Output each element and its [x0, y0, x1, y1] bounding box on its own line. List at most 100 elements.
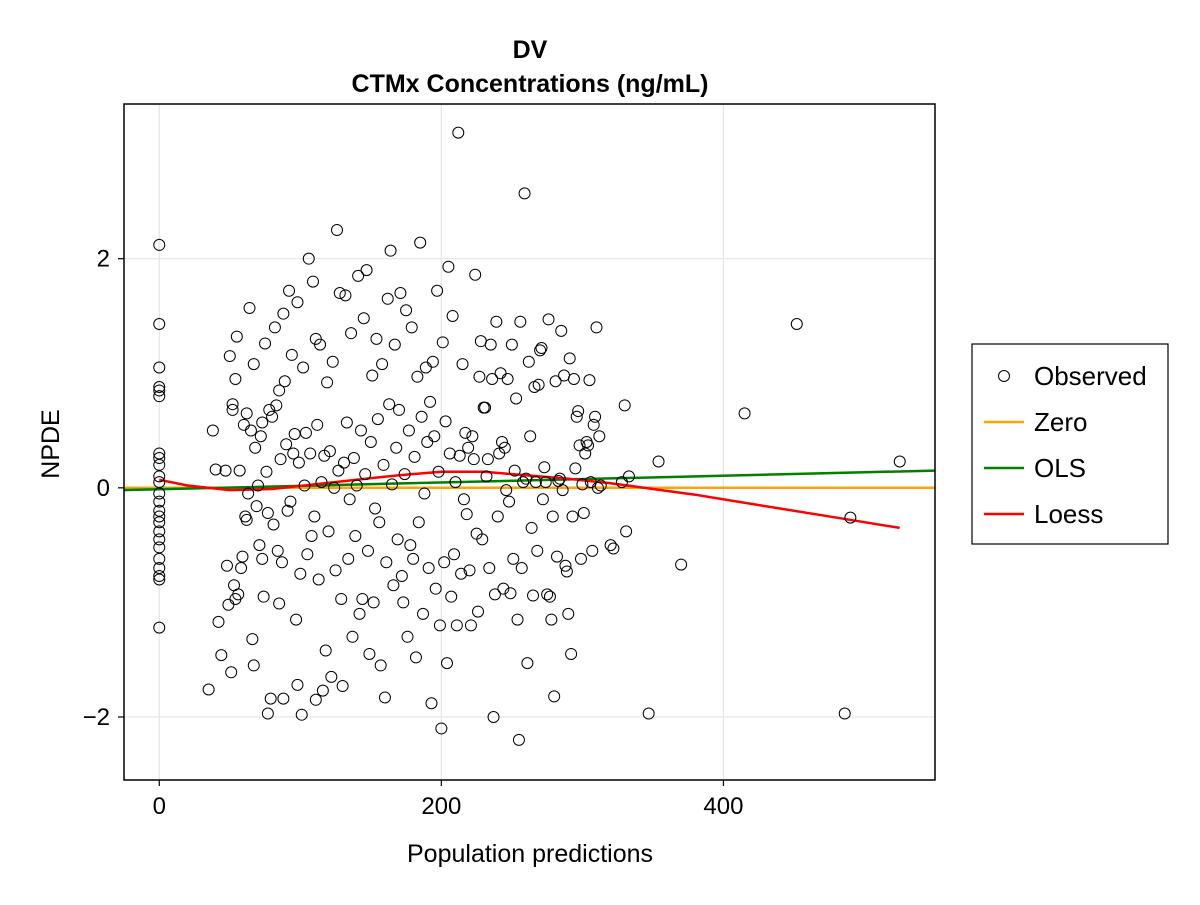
- observed-point: [500, 484, 513, 497]
- observed-point: [295, 708, 308, 721]
- observed-point: [229, 372, 242, 385]
- observed-point: [330, 224, 343, 237]
- observed-point: [360, 264, 373, 277]
- observed-point: [387, 579, 400, 592]
- observed-point: [563, 352, 576, 365]
- observed-point: [325, 670, 338, 683]
- observed-point: [339, 289, 352, 302]
- observed-point: [153, 317, 166, 330]
- observed-point: [153, 533, 166, 546]
- observed-point: [235, 562, 248, 575]
- observed-point: [453, 449, 466, 462]
- observed-point: [311, 418, 324, 431]
- observed-point: [268, 321, 281, 334]
- observed-point: [464, 619, 477, 632]
- observed-point: [381, 292, 394, 305]
- observed-point: [514, 315, 527, 328]
- observed-point: [391, 533, 404, 546]
- observed-point: [531, 544, 544, 557]
- observed-point: [397, 596, 410, 609]
- observed-point: [350, 479, 363, 492]
- observed-point: [433, 619, 446, 632]
- observed-point: [284, 495, 297, 508]
- observed-point: [573, 439, 586, 452]
- observed-point: [545, 613, 558, 626]
- observed-point: [450, 619, 463, 632]
- observed-point: [291, 296, 304, 309]
- observed-point: [586, 544, 599, 557]
- observed-point: [333, 287, 346, 300]
- observed-point: [582, 439, 595, 452]
- observed-point: [343, 493, 356, 506]
- observed-point: [569, 462, 582, 475]
- observed-point: [473, 370, 486, 383]
- observed-point: [415, 410, 428, 423]
- y-tick-label: 0: [97, 475, 110, 502]
- legend-label-loess: Loess: [1034, 499, 1103, 529]
- observed-point: [511, 613, 524, 626]
- observed-point: [380, 556, 393, 569]
- observed-point: [498, 441, 511, 454]
- observed-point: [287, 447, 300, 460]
- observed-point: [642, 707, 655, 720]
- observed-point: [558, 369, 571, 382]
- observed-point: [408, 450, 421, 463]
- observed-point: [418, 487, 431, 500]
- observed-point: [790, 317, 803, 330]
- observed-point: [407, 552, 420, 565]
- observed-point: [256, 416, 269, 429]
- observed-point: [280, 438, 293, 451]
- observed-point: [462, 441, 475, 454]
- observed-point: [223, 350, 236, 363]
- observed-point: [153, 510, 166, 523]
- observed-point: [338, 456, 351, 469]
- observed-point: [336, 680, 349, 693]
- observed-point: [541, 588, 554, 601]
- observed-point: [236, 550, 249, 563]
- observed-point: [838, 707, 851, 720]
- observed-point: [395, 570, 408, 583]
- observed-point: [305, 529, 318, 542]
- observed-point: [546, 510, 559, 523]
- observed-point: [283, 284, 296, 297]
- observed-point: [448, 548, 461, 561]
- observed-point: [267, 518, 280, 531]
- observed-point: [556, 484, 569, 497]
- observed-point: [322, 525, 335, 538]
- observed-point: [534, 344, 547, 357]
- observed-point: [442, 260, 455, 273]
- observed-point: [426, 355, 439, 368]
- observed-point: [220, 559, 233, 572]
- observed-point: [298, 479, 311, 492]
- observed-point: [357, 312, 370, 325]
- observed-point: [439, 415, 452, 428]
- observed-point: [385, 478, 398, 491]
- observed-point: [620, 525, 633, 538]
- observed-point: [260, 465, 273, 478]
- observed-point: [153, 570, 166, 583]
- observed-point: [153, 381, 166, 394]
- observed-point: [549, 375, 562, 388]
- observed-point: [332, 464, 345, 477]
- observed-point: [449, 476, 462, 489]
- observed-point: [583, 374, 596, 387]
- observed-point: [277, 307, 290, 320]
- observed-point: [340, 416, 353, 429]
- observed-point: [275, 556, 288, 569]
- observed-point: [421, 436, 434, 448]
- observed-point: [501, 372, 514, 385]
- observed-point: [411, 370, 424, 383]
- observed-point: [153, 495, 166, 508]
- observed-point: [285, 348, 298, 361]
- observed-point: [222, 598, 235, 611]
- observed-point: [543, 590, 556, 603]
- observed-point: [206, 424, 219, 437]
- observed-point: [259, 337, 272, 350]
- observed-point: [591, 481, 604, 494]
- observed-point: [567, 372, 580, 385]
- observed-point: [440, 657, 453, 670]
- observed-point: [445, 590, 458, 603]
- observed-point: [456, 358, 469, 371]
